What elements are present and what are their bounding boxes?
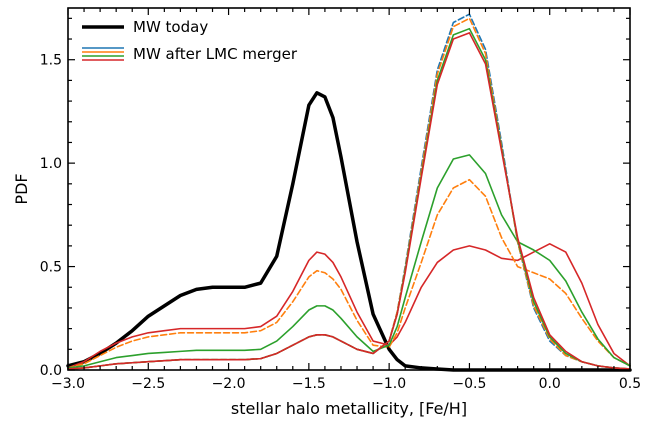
x-tick-label: 0.0 — [539, 376, 561, 392]
series-layer — [68, 14, 630, 370]
x-tick-label: −1.5 — [292, 376, 326, 392]
x-tick-label: −0.5 — [452, 376, 486, 392]
x-tick-label: −2.0 — [212, 376, 246, 392]
x-tick-label: −1.0 — [372, 376, 406, 392]
y-tick-label: 1.5 — [40, 53, 62, 69]
x-tick-label: −2.5 — [131, 376, 165, 392]
x-axis-label: stellar halo metallicity, [Fe/H] — [231, 399, 467, 418]
legend-label-mw-today: MW today — [133, 18, 208, 36]
y-tick-label: 0.5 — [40, 260, 62, 276]
legend: MW today MW after LMC merger — [82, 18, 298, 63]
y-axis-label: PDF — [12, 173, 31, 204]
y-tick-label: 1.0 — [40, 156, 62, 172]
legend-label-lmc-merger: MW after LMC merger — [133, 45, 298, 63]
y-tick-label: 0.0 — [40, 363, 62, 379]
x-tick-label: 0.5 — [619, 376, 641, 392]
